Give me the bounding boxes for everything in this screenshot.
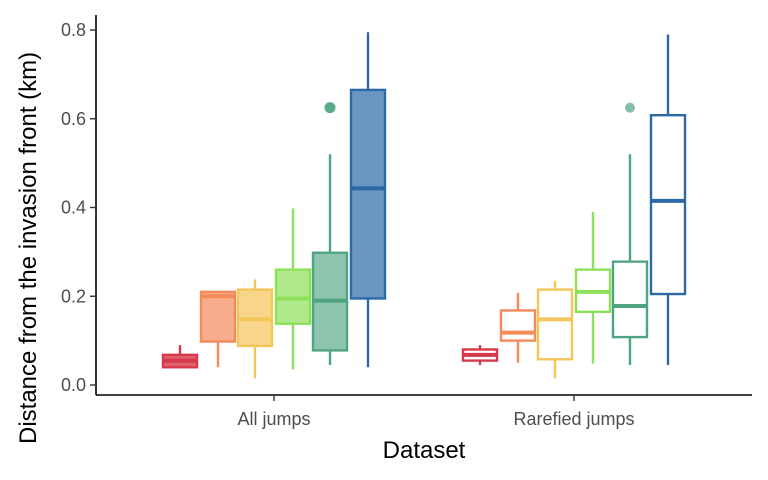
box [349,32,387,368]
y-tick-label: 0.8 [61,20,86,40]
box-group-rarefied-jumps [461,34,687,379]
box [199,290,237,368]
y-tick-label: 0.6 [61,109,86,129]
x-ticks: All jumps Rarefied jumps [237,395,635,429]
box-group-all-jumps [161,32,387,379]
y-tick-label: 0.2 [61,286,86,306]
outlier-point [625,102,635,113]
box [649,34,687,366]
box [461,345,499,366]
x-tick-label: Rarefied jumps [513,409,634,429]
box [311,102,349,366]
box-rect [349,88,387,300]
y-tick-label: 0.0 [61,375,86,395]
box-rect [611,260,649,339]
box-rect [536,288,574,361]
y-tick-label: 0.4 [61,198,86,218]
axes [95,15,752,396]
plot-area [161,32,687,379]
y-ticks: 0.0 0.2 0.4 0.6 0.8 [61,20,96,395]
x-axis-title: Dataset [383,437,466,464]
box [499,292,537,363]
box [161,345,199,369]
box [536,280,574,379]
box [574,211,612,364]
box-rect [649,113,687,296]
y-axis-title: Distance from the invasion front (km) [15,52,42,444]
box [274,208,312,370]
x-tick-label: All jumps [237,409,310,429]
outlier-point [324,102,336,114]
box [611,102,649,366]
box [236,279,274,379]
box-rect [199,290,237,343]
box-rect [499,309,537,342]
